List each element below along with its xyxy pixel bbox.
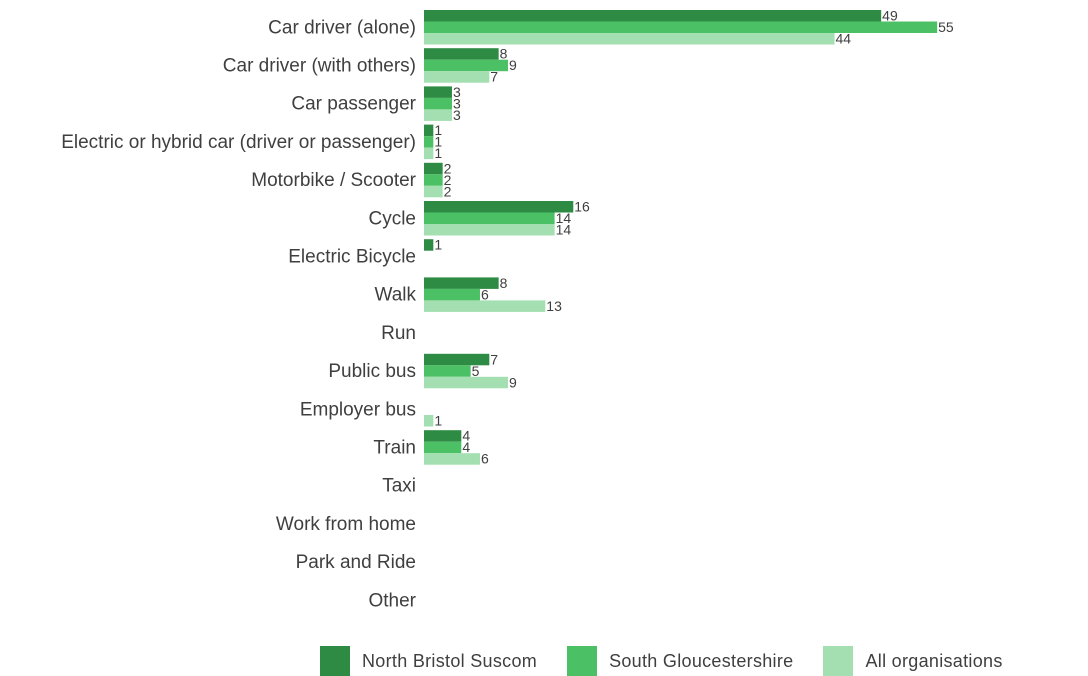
- category-label-run: Run: [381, 323, 416, 344]
- category-label-motorbike-scooter: Motorbike / Scooter: [251, 170, 416, 191]
- data-label-all-organisations-car-passenger: 3: [453, 107, 461, 123]
- bar-south-gloucestershire-car-driver-with-others: [424, 59, 508, 72]
- bar-north-bristol-suscom-car-driver-alone: [424, 10, 882, 22]
- data-label-north-bristol-suscom-motorbike-scooter: 2: [444, 160, 452, 176]
- legend-item-all-organisations: All organisations: [823, 646, 1002, 676]
- data-label-all-organisations-public-bus: 9: [509, 374, 517, 390]
- bar-north-bristol-suscom-motorbike-scooter: [424, 162, 443, 175]
- data-label-south-gloucestershire-motorbike-scooter: 2: [444, 172, 452, 188]
- data-label-all-organisations-employer-bus: 1: [434, 413, 442, 429]
- data-label-all-organisations-car-driver-alone: 44: [836, 31, 852, 47]
- legend-label: South Gloucestershire: [609, 650, 794, 671]
- data-label-south-gloucestershire-cycle: 14: [556, 210, 572, 226]
- data-label-south-gloucestershire-car-passenger: 3: [453, 95, 461, 111]
- category-label-car-driver-alone: Car driver (alone): [268, 17, 416, 38]
- bar-south-gloucestershire-motorbike-scooter: [424, 174, 443, 186]
- category-label-cycle: Cycle: [368, 208, 416, 229]
- data-label-north-bristol-suscom-electric-or-hybrid-car-driver-or-passenger: 1: [434, 122, 442, 138]
- data-label-all-organisations-motorbike-scooter: 2: [444, 183, 452, 199]
- legend-label: North Bristol Suscom: [362, 650, 538, 671]
- bar-all-organisations-car-driver-with-others: [424, 71, 490, 83]
- bar-south-gloucestershire-public-bus: [424, 365, 471, 377]
- legend-swatch: [320, 646, 350, 676]
- data-label-north-bristol-suscom-car-driver-with-others: 8: [500, 46, 508, 62]
- data-label-south-gloucestershire-electric-or-hybrid-car-driver-or-passenger: 1: [434, 134, 442, 150]
- bar-north-bristol-suscom-train: [424, 430, 462, 442]
- data-label-south-gloucestershire-car-driver-alone: 55: [938, 19, 954, 35]
- bar-north-bristol-suscom-car-passenger: [424, 86, 452, 98]
- bar-all-organisations-train: [424, 453, 480, 465]
- bar-all-organisations-cycle: [424, 224, 555, 236]
- bar-all-organisations-car-passenger: [424, 109, 452, 121]
- bar-chart: Car driver (alone) Car driver (with other…: [61, 8, 954, 612]
- bar-all-organisations-walk: [424, 300, 546, 312]
- bar-south-gloucestershire-cycle: [424, 212, 555, 224]
- bar-south-gloucestershire-car-driver-alone: [424, 21, 938, 33]
- data-label-all-organisations-car-driver-with-others: 7: [490, 69, 498, 85]
- bar-north-bristol-suscom-public-bus: [424, 353, 490, 366]
- legend: North Bristol Suscom South Gloucestershi…: [320, 646, 1003, 676]
- category-label-walk: Walk: [374, 285, 416, 306]
- bar-north-bristol-suscom-electric-or-hybrid-car-driver-or-passenger: [424, 124, 434, 137]
- category-labels: Car driver (alone) Car driver (with other…: [61, 17, 416, 611]
- bar-all-organisations-electric-or-hybrid-car-driver-or-passenger: [424, 147, 434, 160]
- category-label-electric-bicycle: Electric Bicycle: [288, 246, 416, 267]
- category-label-car-passenger: Car passenger: [291, 94, 416, 115]
- legend-label: All organisations: [865, 650, 1003, 671]
- bar-all-organisations-motorbike-scooter: [424, 185, 443, 198]
- data-label-north-bristol-suscom-walk: 8: [500, 275, 508, 291]
- data-label-south-gloucestershire-walk: 6: [481, 286, 489, 302]
- bar-all-organisations-public-bus: [424, 376, 508, 389]
- data-label-north-bristol-suscom-cycle: 16: [574, 199, 590, 215]
- category-label-public-bus: Public bus: [328, 361, 416, 382]
- category-label-train: Train: [373, 437, 416, 458]
- bar-all-organisations-employer-bus: [424, 415, 434, 427]
- data-label-north-bristol-suscom-train: 4: [462, 428, 470, 444]
- legend-item-north-bristol-suscom: North Bristol Suscom: [320, 646, 537, 676]
- category-label-park-and-ride: Park and Ride: [296, 552, 416, 573]
- bar-north-bristol-suscom-cycle: [424, 201, 574, 213]
- bar-south-gloucestershire-train: [424, 441, 462, 454]
- category-label-electric-or-hybrid-car-driver-or-passenger: Electric or hybrid car (driver or passen…: [61, 132, 416, 153]
- legend-swatch: [823, 646, 854, 676]
- data-label-north-bristol-suscom-car-driver-alone: 49: [882, 8, 898, 24]
- bar-north-bristol-suscom-electric-bicycle: [424, 239, 434, 251]
- bar-south-gloucestershire-walk: [424, 288, 480, 301]
- bar-north-bristol-suscom-car-driver-with-others: [424, 48, 499, 60]
- data-label-all-organisations-cycle: 14: [556, 222, 572, 238]
- category-label-car-driver-with-others: Car driver (with others): [223, 55, 416, 76]
- category-label-employer-bus: Employer bus: [300, 399, 416, 420]
- bar-south-gloucestershire-electric-or-hybrid-car-driver-or-passenger: [424, 136, 434, 148]
- data-label-all-organisations-electric-or-hybrid-car-driver-or-passenger: 1: [434, 145, 442, 161]
- data-label-all-organisations-train: 6: [481, 451, 489, 467]
- data-label-south-gloucestershire-train: 4: [462, 439, 470, 455]
- data-label-south-gloucestershire-car-driver-with-others: 9: [509, 57, 517, 73]
- bar-south-gloucestershire-car-passenger: [424, 97, 452, 110]
- legend-item-south-gloucestershire: South Gloucestershire: [567, 646, 793, 676]
- data-label-north-bristol-suscom-public-bus: 7: [490, 351, 498, 367]
- data-label-all-organisations-walk: 13: [546, 298, 562, 314]
- bar-all-organisations-car-driver-alone: [424, 33, 835, 45]
- legend-swatch: [567, 646, 598, 676]
- data-label-south-gloucestershire-public-bus: 5: [472, 363, 480, 379]
- category-label-taxi: Taxi: [382, 476, 416, 497]
- category-label-other: Other: [368, 590, 416, 611]
- bars: [424, 10, 938, 465]
- category-label-work-from-home: Work from home: [276, 514, 416, 535]
- bar-north-bristol-suscom-walk: [424, 277, 499, 289]
- data-label-north-bristol-suscom-car-passenger: 3: [453, 84, 461, 100]
- data-label-north-bristol-suscom-electric-bicycle: 1: [434, 237, 442, 253]
